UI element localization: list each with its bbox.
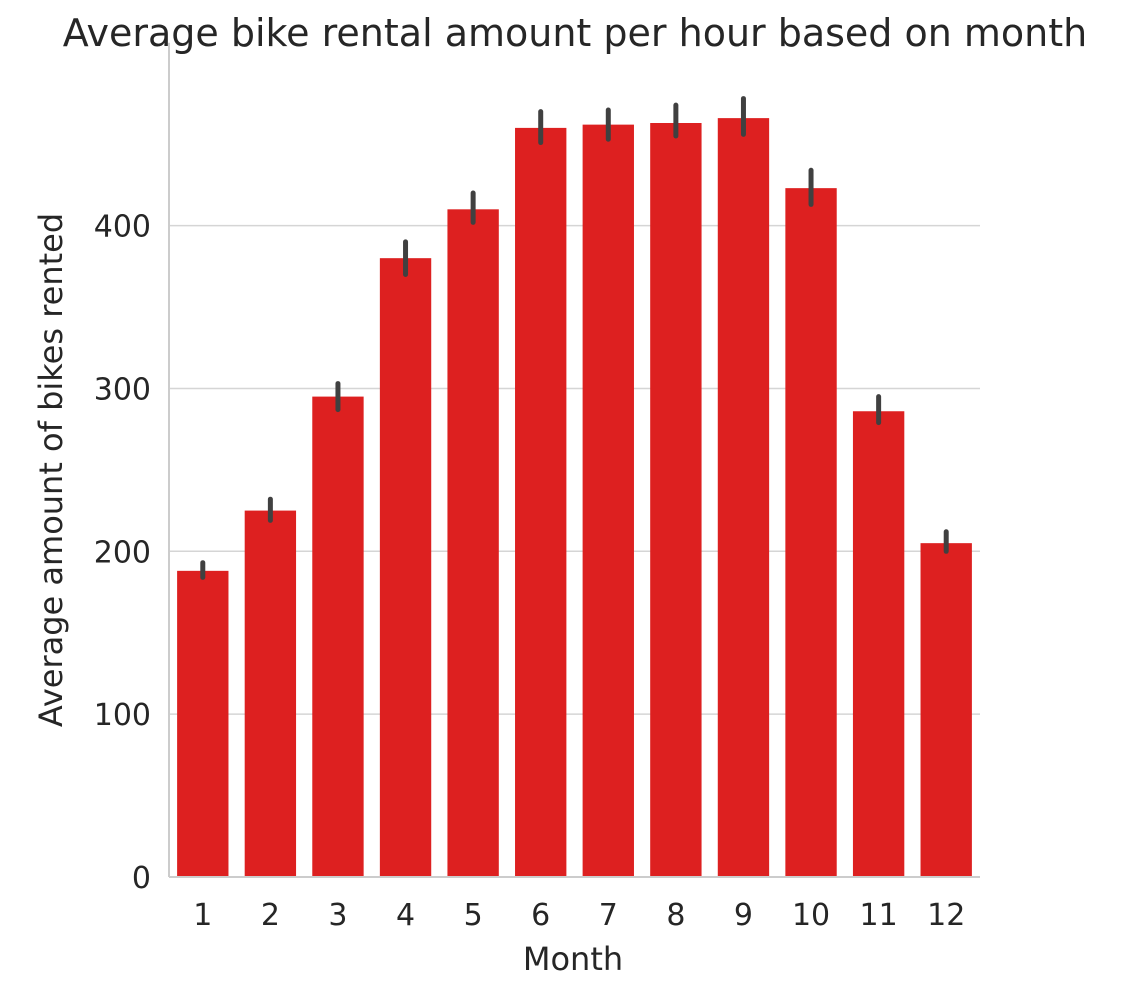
x-tick-labels: 1 2 3 4 5 6 7 8 9 10 11 12 <box>193 898 965 933</box>
x-tick-label: 2 <box>261 898 280 933</box>
y-tick-label: 0 <box>132 861 151 896</box>
y-tick-label: 200 <box>94 535 151 570</box>
x-tick-label: 10 <box>792 898 830 933</box>
y-tick-label: 100 <box>94 698 151 733</box>
bars <box>177 118 972 878</box>
y-tick-labels: 0 100 200 300 400 <box>94 210 151 896</box>
x-tick-label: 8 <box>666 898 685 933</box>
bar-month-12 <box>920 543 972 877</box>
chart-title: Average bike rental amount per hour base… <box>63 11 1088 55</box>
y-axis-label: Average amount of bikes rented <box>32 213 70 727</box>
bar-month-11 <box>852 411 905 877</box>
bar-month-2 <box>244 510 297 877</box>
x-tick-label: 3 <box>328 898 347 933</box>
x-tick-label: 9 <box>734 898 753 933</box>
bar-month-4 <box>379 258 432 877</box>
y-tick-label: 300 <box>94 372 151 407</box>
x-tick-label: 11 <box>860 898 898 933</box>
y-tick-label: 400 <box>94 210 151 245</box>
gridlines <box>169 224 980 715</box>
bar-month-10 <box>785 188 837 877</box>
bar-month-7 <box>582 124 634 878</box>
error-bars <box>200 96 949 580</box>
bar-month-3 <box>312 396 364 877</box>
x-tick-label: 12 <box>927 898 965 933</box>
x-tick-label: 7 <box>599 898 618 933</box>
bar-month-6 <box>515 127 567 877</box>
x-axis-label: Month <box>523 940 623 978</box>
x-tick-label: 6 <box>531 898 550 933</box>
bar-month-8 <box>650 123 702 877</box>
x-tick-label: 1 <box>193 898 212 933</box>
bar-month-1 <box>177 570 229 877</box>
bar-month-9 <box>717 118 770 877</box>
bar-month-5 <box>447 209 499 877</box>
x-tick-label: 5 <box>464 898 483 933</box>
axes <box>168 42 980 878</box>
x-tick-label: 4 <box>396 898 415 933</box>
